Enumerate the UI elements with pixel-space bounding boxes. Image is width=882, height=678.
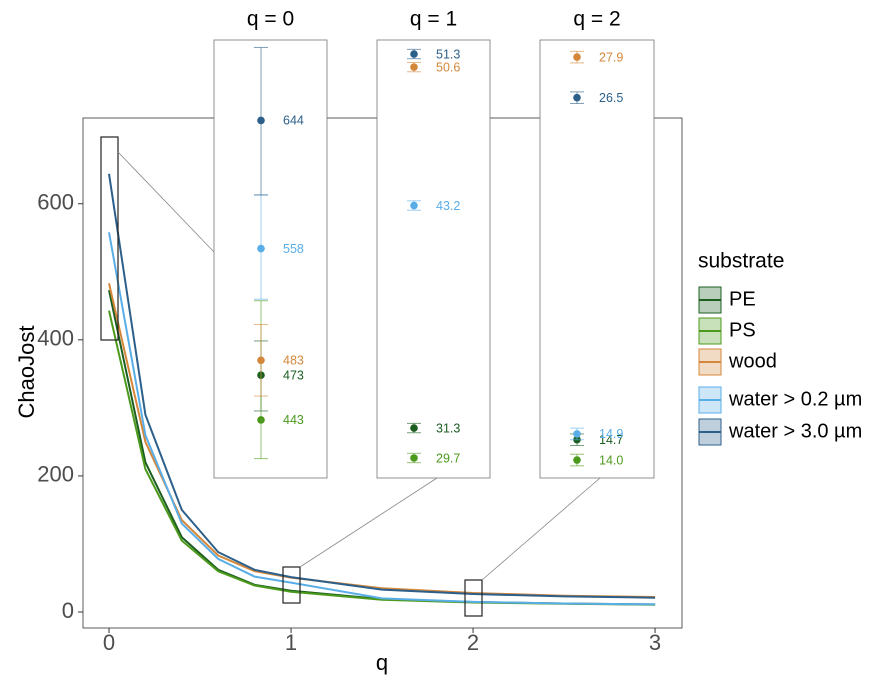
point: [573, 430, 581, 438]
inset-title: q = 2: [573, 8, 620, 31]
x-axis-title: q: [376, 650, 388, 675]
value-label: 558: [283, 242, 304, 256]
point: [410, 50, 418, 58]
y-axis-title: ChaoJost: [14, 326, 39, 419]
point: [410, 454, 418, 462]
value-label: 14.0: [599, 453, 623, 467]
legend-title: substrate: [698, 250, 784, 273]
value-label: 473: [283, 369, 304, 383]
point: [410, 201, 418, 210]
point: [257, 116, 265, 125]
y-tick-label: 600: [37, 190, 74, 215]
point: [573, 53, 581, 61]
point: [257, 244, 265, 253]
value-label: 29.7: [436, 451, 460, 465]
y-tick-label: 400: [37, 326, 74, 351]
value-label: 644: [283, 114, 304, 128]
zoom-connector: [481, 477, 601, 581]
legend-label: PE: [729, 288, 756, 310]
value-label: 443: [283, 413, 304, 427]
inset-panel: [539, 39, 655, 479]
zoom-box: [100, 136, 119, 341]
point: [573, 93, 581, 102]
value-label: 50.6: [436, 60, 460, 74]
value-label: 14.7: [599, 433, 623, 447]
zoom-connector: [117, 151, 215, 253]
legend-label: PS: [729, 319, 756, 341]
x-tick-label: 0: [103, 630, 115, 655]
y-tick-label: 200: [37, 462, 74, 487]
value-label: 27.9: [599, 50, 623, 64]
value-label: 51.3: [436, 47, 460, 61]
line-series: [108, 232, 656, 606]
x-tick-label: 1: [285, 630, 297, 655]
legend-label: water > 3.0 µm: [728, 420, 862, 442]
zoom-box: [282, 566, 301, 604]
value-label: 26.5: [599, 91, 623, 105]
point: [257, 356, 265, 365]
zoom-connector: [299, 477, 438, 568]
x-tick-label: 3: [649, 630, 661, 655]
zoom-box: [464, 579, 483, 617]
inset-panel: [213, 39, 328, 479]
value-label: 31.3: [436, 421, 460, 435]
inset-title: q = 1: [410, 8, 457, 31]
x-tick-label: 2: [467, 630, 479, 655]
y-tick-label: 0: [62, 598, 74, 623]
point: [410, 424, 418, 432]
legend-label: water > 0.2 µm: [728, 388, 862, 410]
point: [573, 456, 581, 464]
point: [257, 416, 265, 424]
legend-label: wood: [728, 350, 777, 372]
line-series: [108, 173, 656, 599]
inset-title: q = 0: [247, 8, 294, 31]
value-label: 483: [283, 354, 304, 368]
point: [410, 63, 418, 71]
value-label: 14.9: [599, 427, 623, 441]
inset-panel: [376, 39, 491, 479]
value-label: 43.2: [436, 199, 460, 213]
